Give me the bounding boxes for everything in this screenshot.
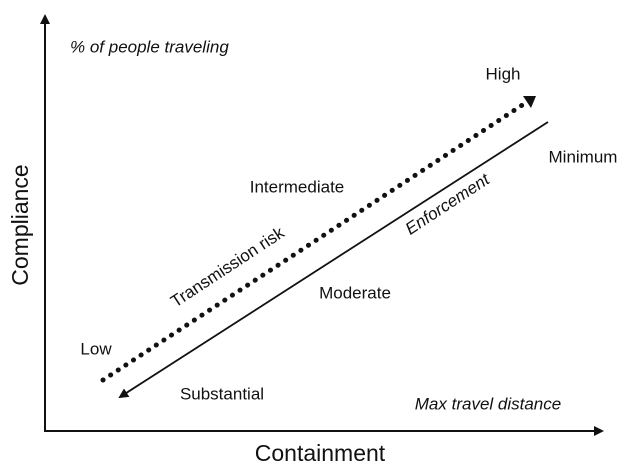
enforcement-label: Enforcement (402, 169, 494, 238)
x-axis-label: Containment (255, 440, 386, 466)
enforcement-high: Substantial (180, 384, 264, 403)
transmission-mid: Intermediate (250, 177, 345, 196)
transmission-label: Transmission risk (167, 223, 288, 311)
transmission-arrow (523, 96, 536, 108)
transmission-low: Low (80, 339, 112, 358)
enforcement-line (118, 121, 549, 399)
transmission-high: High (486, 64, 521, 83)
y-axis-label: Compliance (7, 164, 33, 285)
transmission-line (100, 97, 533, 383)
enforcement-mid: Moderate (319, 283, 391, 302)
enforcement-low: Minimum (549, 147, 618, 166)
y-note: % of people traveling (70, 37, 229, 56)
x-note: Max travel distance (415, 394, 561, 413)
